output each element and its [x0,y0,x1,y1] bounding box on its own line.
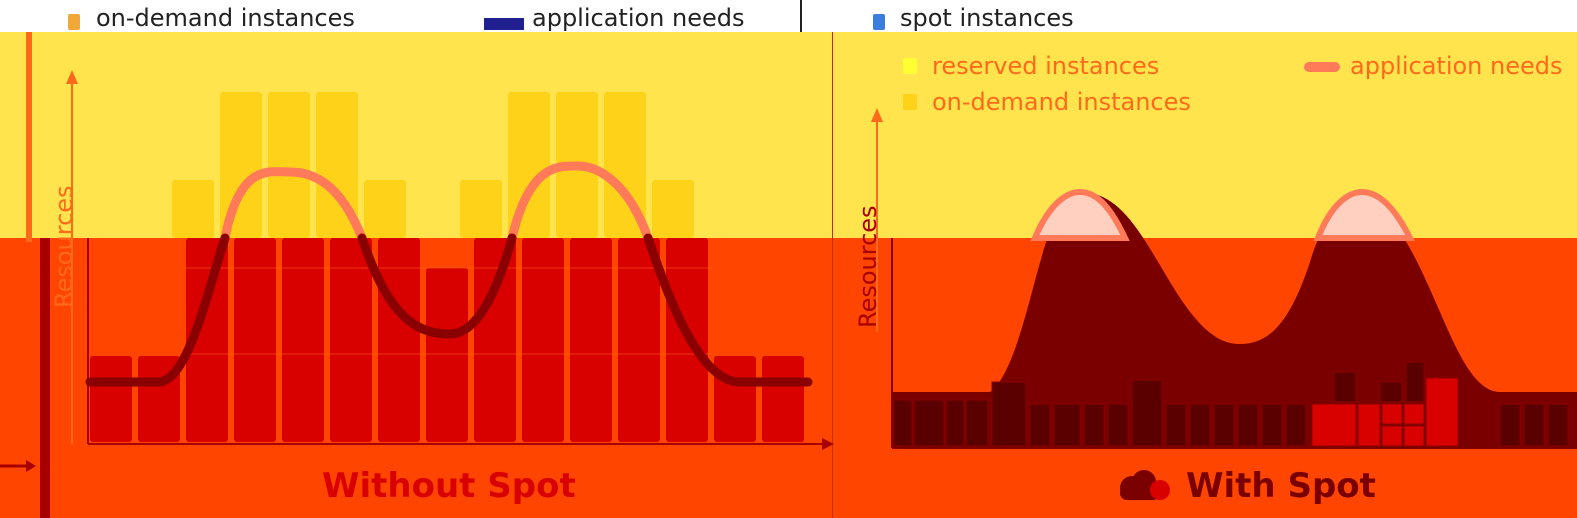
bar [460,180,502,238]
legend-label-on-demand: on-demand instances [932,88,1191,116]
application-needs-curve-lower [85,233,813,387]
legend-swatch-on-demand-top [68,14,80,30]
bar [762,356,804,442]
legend-label-spot-top: spot instances [900,4,1074,32]
cloud-icon [1120,470,1170,500]
legend-label-app-needs: application needs [1350,52,1563,80]
with-spot-caption: With Spot [1186,466,1376,506]
top-legend-right [802,0,1577,32]
bar [508,92,550,238]
panel-divider [832,32,833,518]
legend-label-app-needs-top: application needs [532,4,745,32]
without-spot-caption: Without Spot [322,466,576,506]
legend-swatch-app-needs-top [484,18,524,30]
bar [474,238,516,442]
with-spot-chart: Resources [854,108,1577,449]
bar [330,238,372,442]
bar [90,356,132,442]
without-spot-chart: Resources [50,70,834,450]
bar [618,238,660,442]
y-axis-label: Resources [50,185,78,308]
x-axis-arrow [822,438,834,450]
application-needs-curve-upper-2 [507,161,653,243]
left-rail-dark [40,238,50,518]
legend-label-reserved: reserved instances [932,52,1160,80]
bar [364,180,406,238]
bar [378,238,420,442]
bar [234,238,276,442]
legend-swatch-spot-top [873,14,885,30]
bump-right [1313,188,1415,241]
bar [570,238,612,442]
bar [268,92,310,238]
bump-left [1030,188,1130,241]
legend-swatch-on-demand [903,94,917,110]
bar [714,356,756,442]
y-axis-arrow [871,108,883,122]
application-needs-curve-upper [220,167,367,243]
bar [522,238,564,442]
top-legend-left [0,0,802,32]
bar [186,238,228,442]
left-rail-thin [26,32,32,242]
bar [282,238,324,442]
legend-swatch-reserved [903,58,917,74]
bar [652,180,694,238]
bar [220,92,262,238]
y-axis-label: Resources [854,205,882,328]
bar [426,268,468,442]
legend-label-on-demand-top: on-demand instances [96,4,355,32]
legend-swatch-app-needs [1304,62,1340,72]
y-axis-arrow [66,70,78,84]
bar [172,180,214,238]
left-stub-arrow [0,460,36,472]
